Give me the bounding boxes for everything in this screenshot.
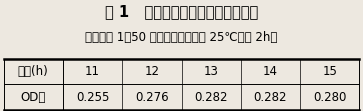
Text: 0.276: 0.276 [135, 91, 169, 104]
Text: 0.282: 0.282 [254, 91, 287, 104]
Text: 0.280: 0.280 [313, 91, 346, 104]
Text: 13: 13 [204, 65, 219, 78]
Text: （料液比 1：50 丙酮乙醇混合液于 25℃浸提 2h）: （料液比 1：50 丙酮乙醇混合液于 25℃浸提 2h） [85, 31, 278, 44]
Text: 12: 12 [144, 65, 159, 78]
Text: 0.282: 0.282 [195, 91, 228, 104]
Text: 0.255: 0.255 [76, 91, 109, 104]
Text: 11: 11 [85, 65, 100, 78]
Text: 表 1   硫酸铜处理时间对浸提的影响: 表 1 硫酸铜处理时间对浸提的影响 [105, 4, 258, 19]
Text: 时间(h): 时间(h) [18, 65, 49, 78]
Text: 14: 14 [263, 65, 278, 78]
Text: 15: 15 [322, 65, 337, 78]
Text: OD值: OD值 [21, 91, 46, 104]
